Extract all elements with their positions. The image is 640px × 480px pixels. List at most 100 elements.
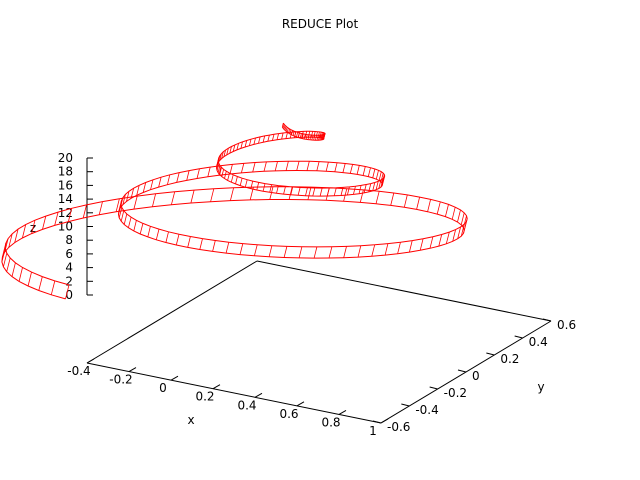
ribbon-rung [240,141,243,149]
ribbon-rung [378,171,382,181]
ribbon-rung [307,134,310,140]
ribbon-rung [6,257,11,272]
ribbon-rung [445,232,450,244]
ribbon-rung [403,194,408,208]
x-tick-label: 0.4 [237,398,256,412]
ribbon-rung [419,238,424,251]
ribbon-rung [326,187,330,197]
ribbon-rung [31,220,36,234]
ribbon-rung [236,143,239,150]
ribbon-rung [235,176,238,184]
ribbon-rung [133,220,137,231]
ribbon-rung [217,165,221,173]
ribbon-rung [239,178,243,186]
ribbon-rung [226,148,229,155]
ribbon-rung [319,134,322,141]
ribbon-rung [3,253,8,267]
ribbon-rung [357,245,362,258]
back-y-line [86,260,258,364]
ribbon-rung [136,185,140,196]
x-tick-mark [254,392,263,398]
ribbon-rung [288,186,293,200]
ribbon-rung [333,187,337,196]
y-tick-label: 0 [472,369,480,383]
y-ticks: -0.6 -0.4 -0.2 0 0.2 0.4 0.6 [372,318,576,434]
ribbon-rung [313,135,316,141]
ribbon-rung [416,197,420,210]
y-tick-mark [514,335,523,339]
ribbon-rung [384,243,389,256]
ribbon-rung [375,170,379,180]
ribbon-rung [381,177,385,187]
ribbon-rung [436,201,441,215]
ribbon-rung [167,174,171,185]
ribbon-rung [22,224,27,239]
ribbon-rung [225,242,230,254]
ribbon-rung [249,187,254,200]
ribbon-rung [356,165,360,175]
ribbon-rung [221,169,224,177]
ribbon-rung [282,124,285,129]
ribbon-rung [244,179,248,188]
ribbon-rung [320,134,323,141]
ribbon-rung [68,208,73,222]
ribbon-rung [158,177,162,188]
ribbon-rung [217,155,221,163]
ribbon-rung [368,183,372,192]
ribbon-rung [190,190,195,204]
ribbon-rung [152,193,156,207]
ribbon-rung [283,125,286,130]
ribbon-rung [380,178,384,188]
chart-title: REDUCE Plot [282,17,359,31]
x-tick-mark [338,409,347,415]
y-tick-mark [457,369,467,373]
ribbon-rung [274,161,278,171]
ribbon-rung [224,171,227,179]
z-tick-label: 0 [65,288,73,302]
ribbon-rung [216,157,220,165]
ribbon-rung [218,165,222,176]
y-axis-label: y [537,380,544,394]
y-tick-label: 0.2 [500,352,519,366]
ribbon-rung [372,182,376,191]
ribbon-rung [305,134,308,140]
ribbon-rung [318,135,321,141]
ribbon-rung [130,188,135,199]
y-tick-mark [486,352,495,356]
ribbon-rung [244,140,248,148]
ribbon-rung [319,132,322,138]
ribbon-rung [175,234,180,246]
ribbon-rung [276,133,279,140]
y-tick-label: -0.6 [387,420,410,434]
ribbon-rung [297,132,300,138]
ribbon-rung [216,163,220,171]
z-tick-label: 8 [65,233,73,247]
ribbon-rung [18,267,23,282]
ribbon-rung [119,197,124,208]
ribbon-rung [147,226,151,237]
ribbon-rung [303,134,306,140]
ribbon-rung [256,182,260,191]
ribbon-rung [296,161,300,171]
ribbon-rung [289,132,293,139]
ribbon-rung [359,189,364,203]
ribbon-rung [309,134,312,140]
spiral-ribbon [1,122,468,300]
ribbon-rung [363,184,367,193]
y-tick-mark [429,386,438,390]
ribbon-rung [457,209,461,223]
ribbon-rung [227,172,230,181]
ribbon-rung [375,191,380,204]
ribbon-rung [296,132,298,137]
z-tick-label: 2 [65,274,73,288]
ribbon-rung [272,134,275,141]
ribbon-rung [452,229,456,242]
x-tick-label: -0.2 [109,373,132,387]
ribbon-rung [310,131,314,138]
ribbon-rung [155,229,160,240]
ribbon-rung [128,217,132,228]
ribbon-rung [212,240,216,252]
z-tick-label: 10 [58,220,73,234]
ribbon-rung [207,167,211,177]
ribbon-rung [38,276,43,291]
